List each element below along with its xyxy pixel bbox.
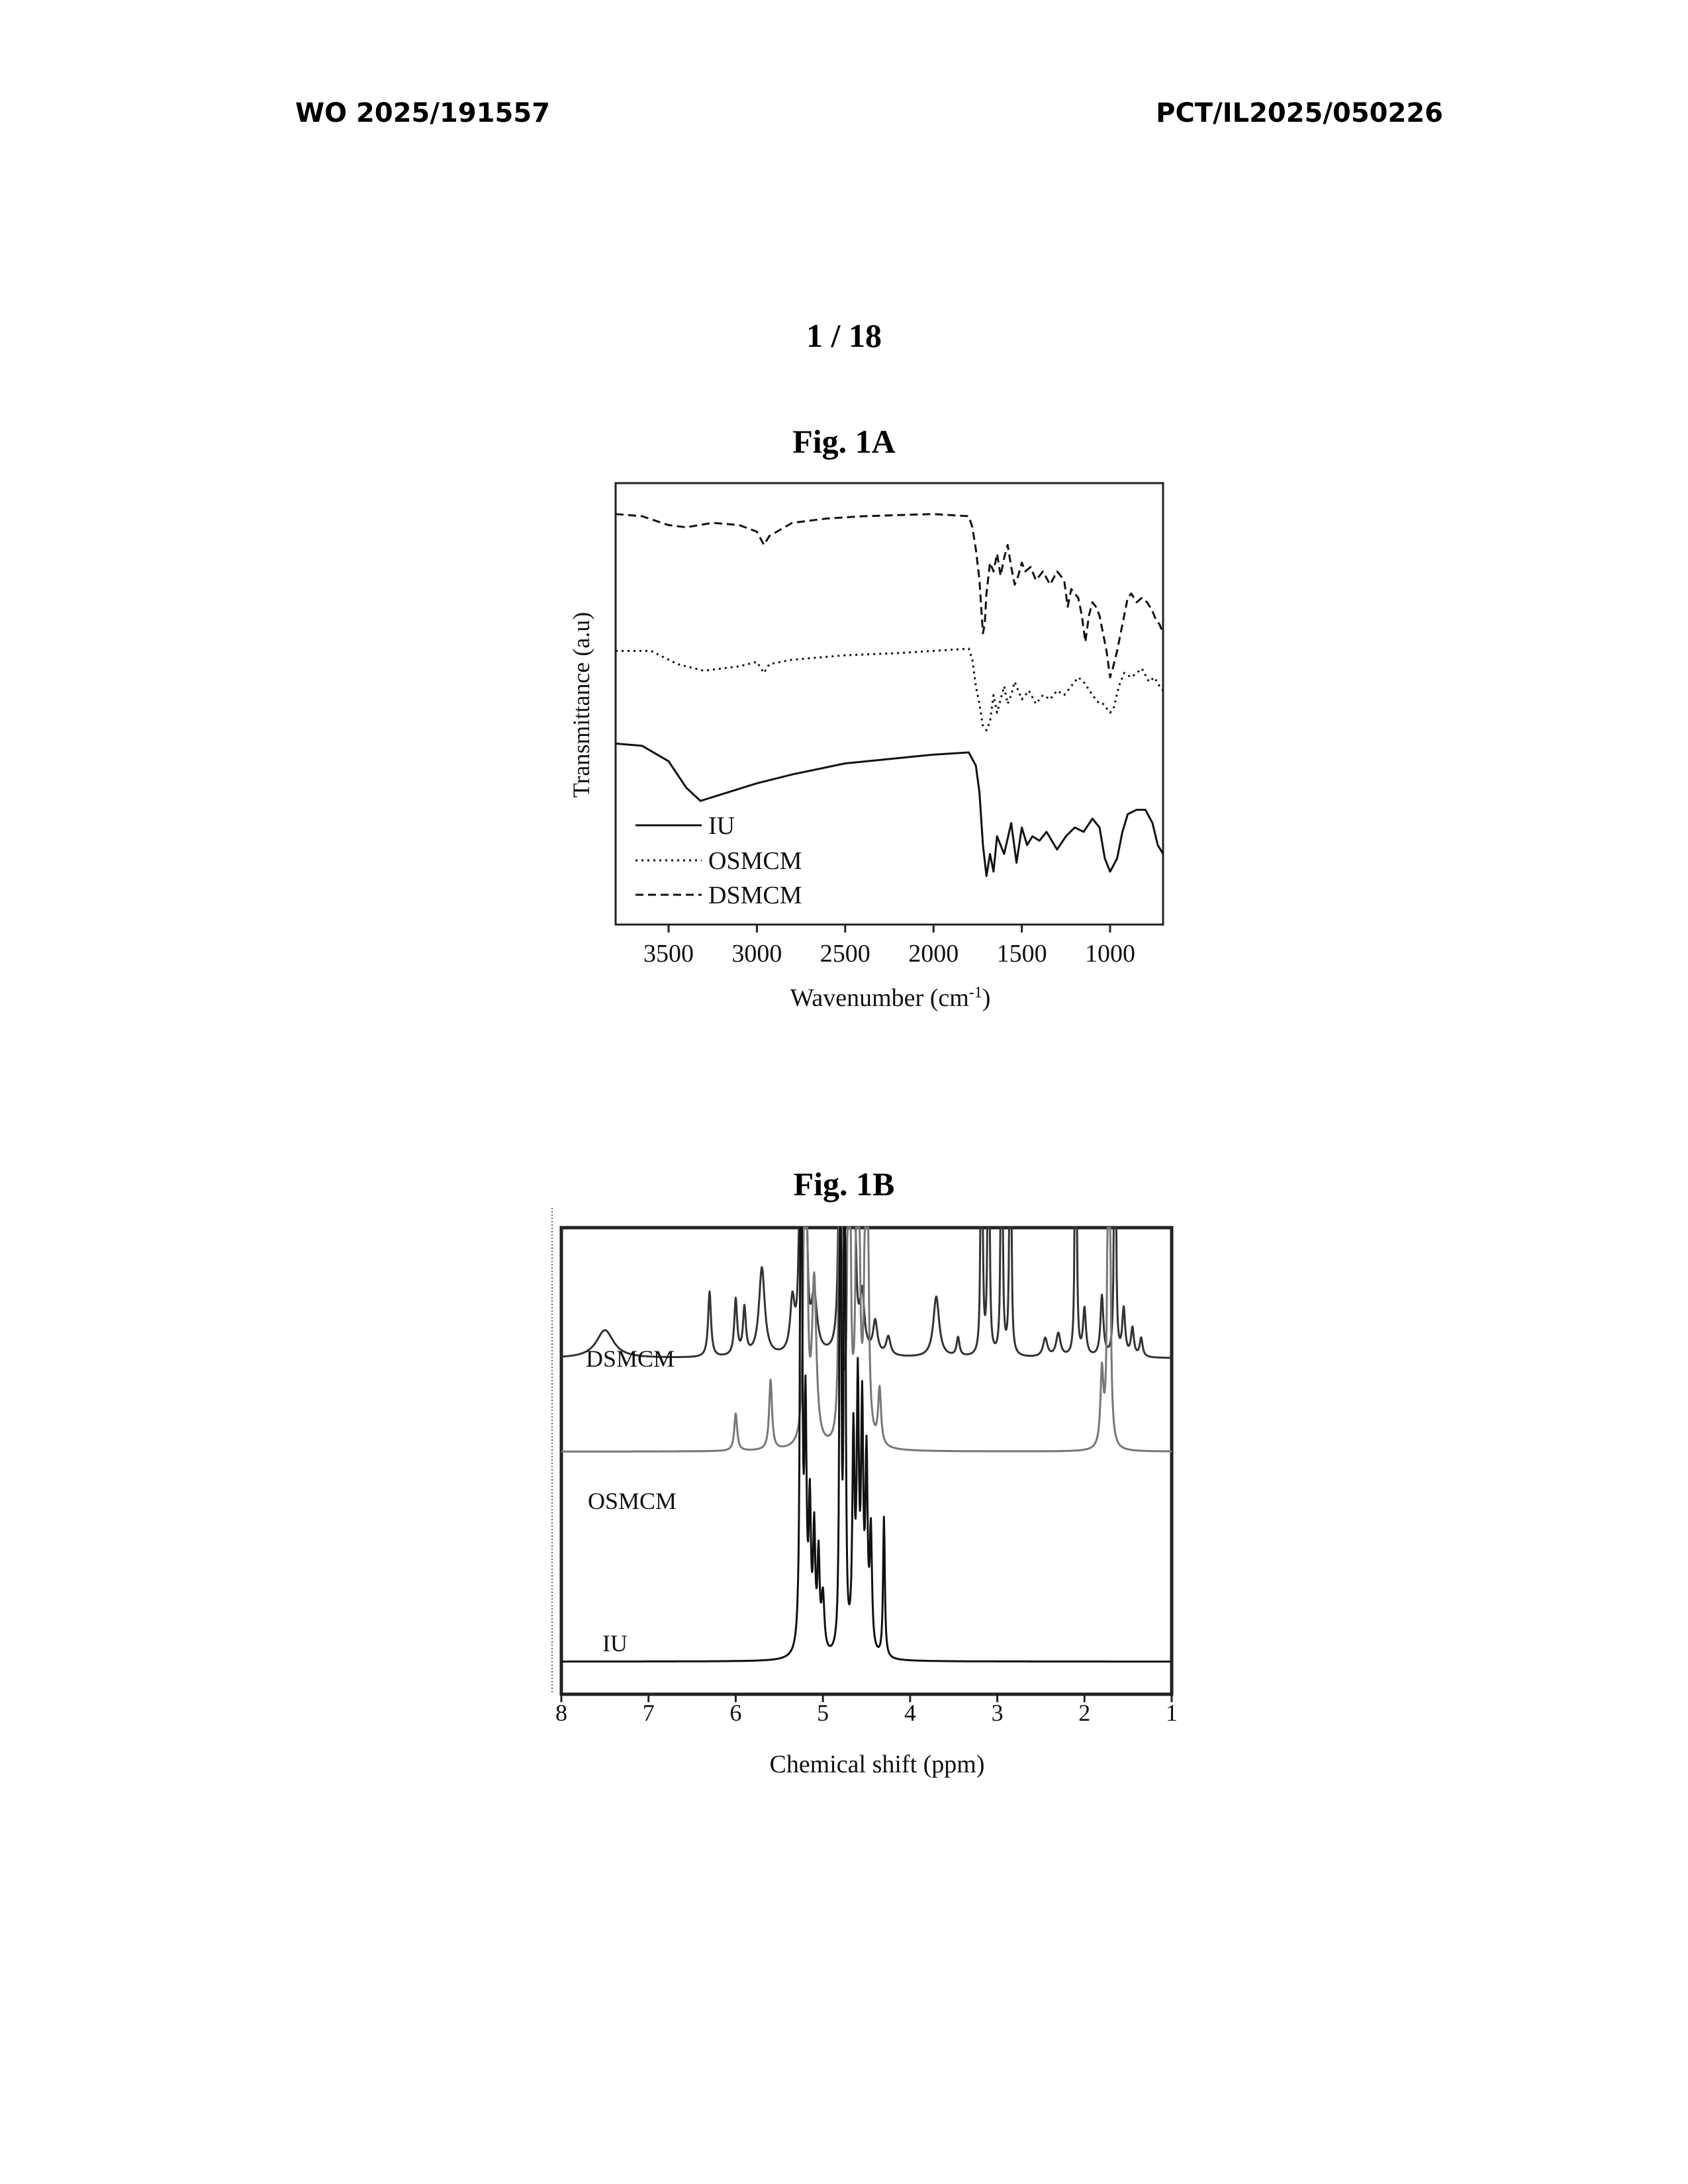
x-tick-label: 1000 xyxy=(1085,940,1135,968)
series-label-iu: IU xyxy=(602,1630,628,1657)
page-number: 1 / 18 xyxy=(0,316,1688,355)
series-line-dsmcm xyxy=(616,514,1163,678)
x-tick-label: 2500 xyxy=(820,940,870,968)
application-number-header: PCT/IL2025/050226 xyxy=(1156,98,1443,128)
x-tick-label: 1500 xyxy=(997,940,1047,968)
legend-label-osmcm: OSMCM xyxy=(708,847,802,875)
x-tick-label: 5 xyxy=(817,1700,829,1726)
x-tick-label: 6 xyxy=(729,1700,741,1726)
x-axis-ticks: 8 7 6 5 4 3 2 1 xyxy=(555,1694,1178,1726)
series-line-iu xyxy=(561,1228,1172,1662)
fig-1a-caption: Fig. 1A xyxy=(0,422,1688,461)
x-tick-label: 3500 xyxy=(643,940,694,968)
legend-label-iu: IU xyxy=(708,812,735,840)
x-tick-label: 3 xyxy=(992,1700,1004,1726)
y-axis-label: Transmittance (a.u) xyxy=(568,612,594,798)
x-axis-label: Wavenumber (cm-1) xyxy=(790,984,991,1012)
x-tick-label: 2000 xyxy=(908,940,959,968)
x-axis-label: Chemical shift (ppm) xyxy=(769,1751,984,1778)
series-label-dsmcm: DSMCM xyxy=(586,1345,675,1372)
legend: IU OSMCM DSMCM xyxy=(635,812,802,909)
doc-number-header: WO 2025/191557 xyxy=(295,98,550,128)
x-tick-label: 8 xyxy=(555,1700,567,1726)
nmr-spectra-lines xyxy=(561,1228,1172,1662)
x-tick-label: 2 xyxy=(1078,1700,1090,1726)
fig-1b-nmr-chart: 8 7 6 5 4 3 2 1 DSMCM OSMCM IU Chemical shift (… xyxy=(543,1205,1178,1800)
series-line-iu xyxy=(616,744,1163,876)
x-tick-label: 1 xyxy=(1166,1700,1178,1726)
series-label-osmcm: OSMCM xyxy=(588,1488,677,1514)
plot-frame xyxy=(616,483,1163,925)
series-line-osmcm xyxy=(616,649,1163,730)
fig-1b-caption: Fig. 1B xyxy=(0,1165,1688,1203)
x-tick-label: 4 xyxy=(904,1700,916,1726)
series-line-dsmcm xyxy=(561,1228,1172,1358)
x-tick-label: 7 xyxy=(643,1700,655,1726)
fig-1a-ir-chart: 3500 3000 2500 2000 1500 1000 Transmittance (… xyxy=(556,463,1192,1059)
series-line-osmcm xyxy=(561,1228,1172,1451)
legend-label-dsmcm: DSMCM xyxy=(708,882,802,909)
x-axis-ticks: 3500 3000 2500 2000 1500 1000 xyxy=(643,925,1135,968)
spectra-lines xyxy=(616,514,1163,876)
x-tick-label: 3000 xyxy=(731,940,782,968)
